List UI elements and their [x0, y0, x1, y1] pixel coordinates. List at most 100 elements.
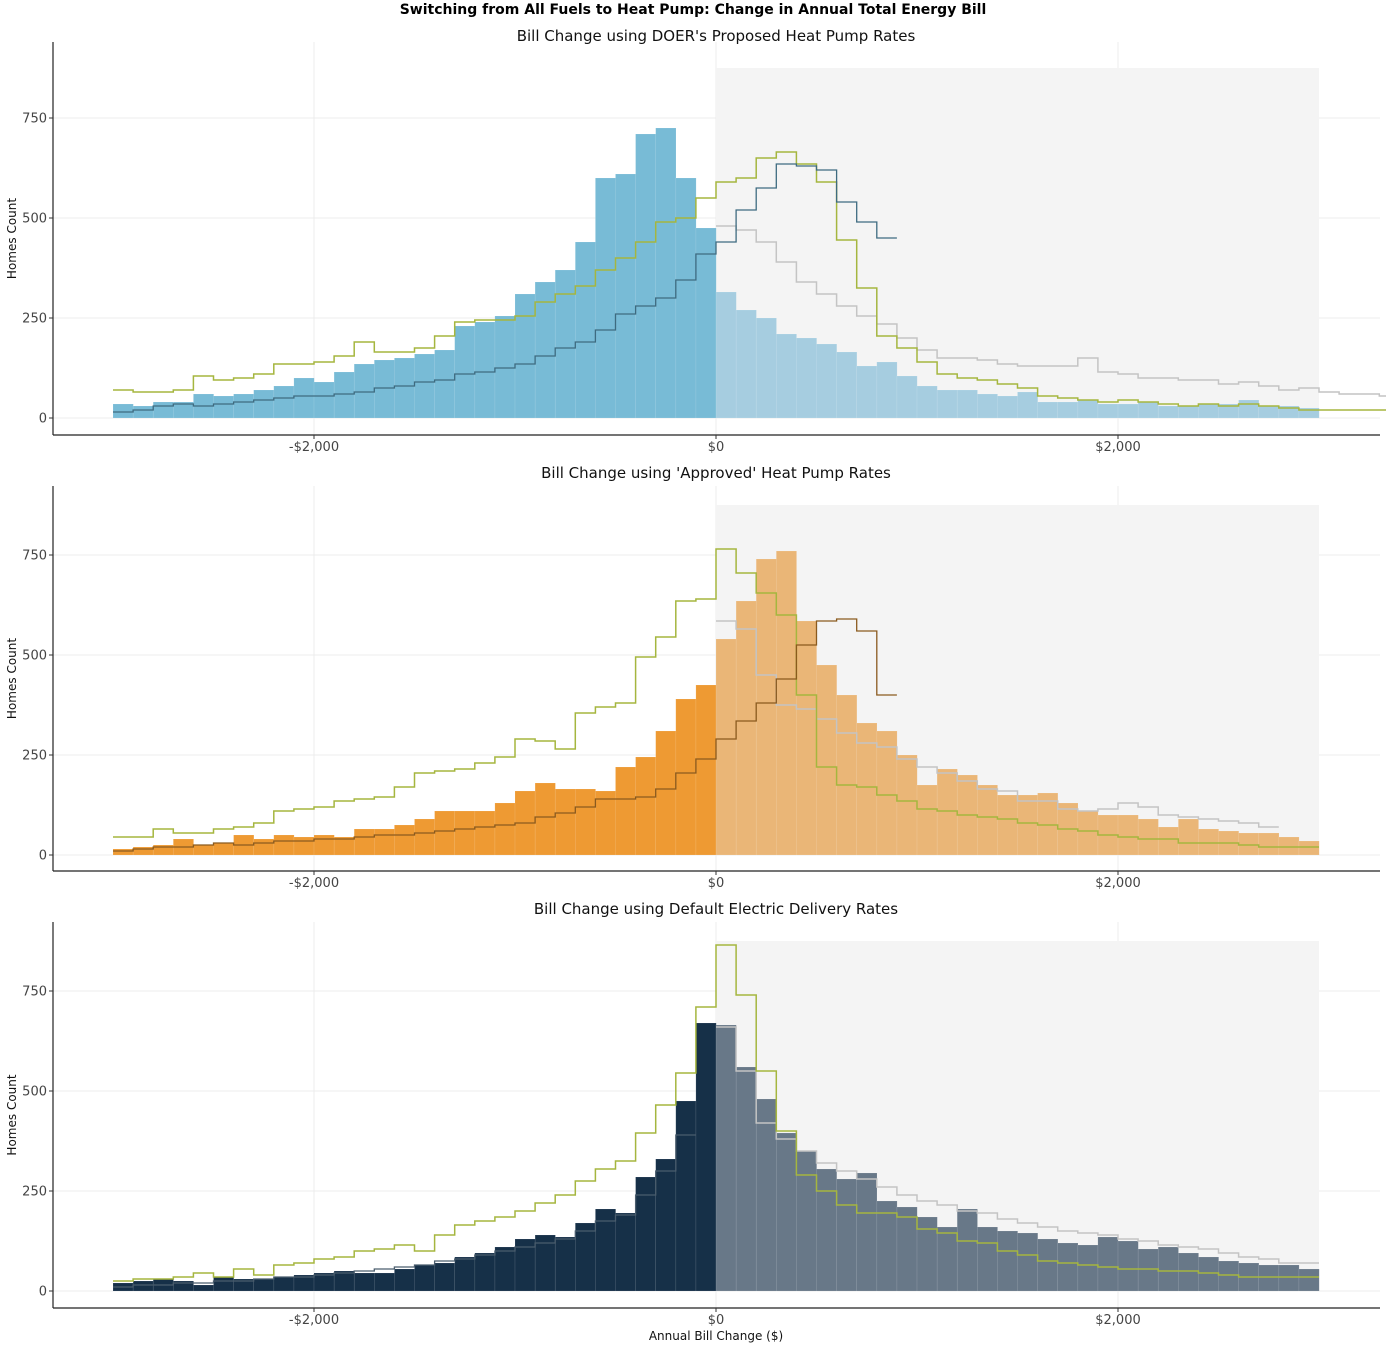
histogram-bar	[1017, 1232, 1039, 1292]
histogram-bar	[1298, 407, 1320, 419]
histogram-bar	[454, 810, 476, 856]
histogram-bar	[534, 782, 556, 856]
histogram-bar	[1278, 836, 1300, 856]
histogram-bar	[333, 371, 355, 419]
y-tick-label: 500	[22, 649, 47, 664]
histogram-bar	[353, 828, 375, 856]
histogram-bar	[273, 834, 295, 856]
histogram-bar	[675, 698, 697, 856]
histogram-bar	[494, 802, 516, 856]
histogram-bar	[755, 1098, 777, 1292]
histogram-bar	[1178, 818, 1199, 856]
histogram-bar	[1258, 405, 1280, 419]
histogram-bar	[1137, 401, 1159, 419]
histogram-bar	[434, 1262, 456, 1292]
y-tick-label: 500	[22, 212, 47, 227]
histogram-bar	[1017, 794, 1039, 856]
histogram-bar	[454, 325, 476, 419]
histogram-bar	[836, 351, 858, 419]
histogram-bar	[1238, 832, 1260, 856]
histogram-bar	[856, 1172, 878, 1292]
histogram-bar	[293, 377, 315, 419]
histogram-bar	[655, 127, 677, 419]
histogram-bar	[876, 730, 898, 856]
y-tick-label: 250	[22, 312, 47, 327]
histogram-bar	[1057, 401, 1079, 419]
histogram-bar	[1198, 1256, 1220, 1292]
series-gray-outline-line	[716, 225, 1386, 397]
y-axis-title: Homes Count	[5, 1074, 19, 1155]
histogram-bar	[152, 401, 174, 419]
histogram-bar	[695, 684, 717, 856]
histogram-bar	[514, 293, 536, 419]
histogram-bar	[574, 1222, 596, 1292]
histogram-bar	[836, 694, 858, 856]
histogram-bar	[1238, 399, 1260, 419]
histogram-bar	[615, 766, 637, 856]
y-axis-title: Homes Count	[5, 638, 19, 719]
histogram-bar	[796, 620, 818, 856]
histogram-bar	[655, 1158, 677, 1292]
histogram-bar	[735, 1066, 757, 1292]
histogram-bar	[574, 788, 596, 856]
histogram-bar	[916, 1216, 938, 1292]
x-tick-label: -$2,000	[289, 1313, 339, 1328]
histogram-bar	[735, 309, 757, 419]
histogram-bar	[936, 389, 958, 419]
histogram-bar	[112, 403, 134, 419]
y-tick-label: 0	[39, 412, 47, 427]
histogram-bar	[675, 1100, 697, 1292]
histogram-bar	[1137, 1248, 1159, 1292]
histogram-bar	[816, 343, 838, 419]
histogram-bar	[695, 1022, 717, 1292]
y-tick-label: 750	[22, 112, 47, 127]
histogram-bar	[333, 836, 355, 856]
histogram-bar	[1157, 405, 1179, 419]
histogram-bar	[775, 333, 797, 419]
histogram-bar	[775, 550, 797, 856]
x-tick-label: $0	[708, 876, 725, 891]
histogram-bar	[414, 818, 436, 856]
histogram-bar	[293, 836, 315, 856]
histogram-bar	[956, 389, 978, 419]
panel-title: Bill Change using DOER's Proposed Heat P…	[517, 27, 916, 45]
x-tick-label: $0	[708, 440, 725, 455]
histogram-bar	[1097, 1236, 1119, 1292]
histogram-bar	[132, 846, 154, 856]
histogram-bar	[635, 133, 657, 419]
histogram-bar	[755, 558, 777, 856]
histogram-bar	[353, 1272, 375, 1292]
histogram-bar	[373, 1272, 395, 1292]
histogram-bar	[715, 1024, 737, 1292]
histogram-bar	[997, 395, 1019, 419]
histogram-bar	[1057, 1242, 1079, 1292]
histogram-bar	[1157, 826, 1179, 856]
histogram-bar	[132, 405, 154, 419]
histogram-bar	[936, 768, 958, 856]
histogram-bar	[454, 1256, 476, 1292]
histogram-bar	[554, 1236, 576, 1292]
histogram-bar	[695, 227, 717, 419]
histogram-bar	[494, 315, 516, 419]
histogram-bar	[816, 664, 838, 856]
histogram-bar	[112, 848, 134, 856]
histogram-bar	[916, 385, 938, 419]
histogram-bar	[193, 844, 214, 856]
histogram-bar	[273, 385, 295, 419]
histogram-bar	[635, 1176, 657, 1292]
histogram-bar	[414, 353, 436, 419]
histogram-bar	[434, 349, 456, 419]
histogram-bar	[836, 1178, 858, 1292]
histogram-bar	[796, 337, 818, 419]
histogram-bar	[1198, 403, 1220, 419]
histogram-bar	[313, 381, 335, 419]
histogram-bar	[796, 1150, 818, 1292]
x-tick-label: $2,000	[1095, 1313, 1141, 1328]
histogram-bar	[896, 754, 918, 856]
histogram-bar	[876, 1200, 898, 1292]
histogram-bar	[997, 794, 1019, 856]
histogram-bar	[373, 359, 395, 419]
series-gray-outline-line	[716, 1026, 1319, 1264]
histogram-bar	[595, 790, 617, 856]
histogram-bar	[615, 173, 637, 419]
